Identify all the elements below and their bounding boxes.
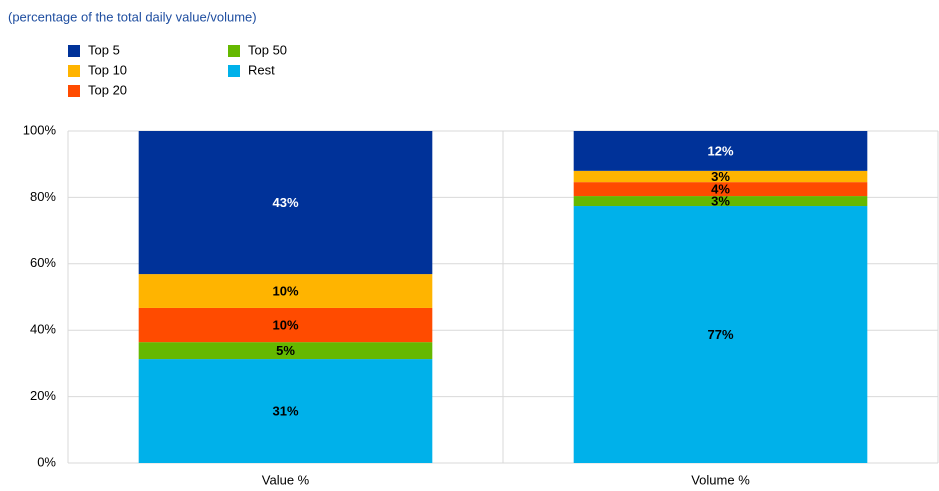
legend-swatch: [68, 45, 80, 57]
legend-label: Top 20: [88, 82, 127, 97]
value-label: 10%: [272, 283, 298, 298]
legend-label: Top 50: [248, 42, 287, 57]
y-tick-label: 20%: [30, 388, 56, 403]
y-tick-label: 100%: [23, 122, 57, 137]
value-label: 5%: [276, 343, 295, 358]
bar-segment: [138, 359, 433, 463]
bar-segment: [573, 131, 868, 171]
y-tick-label: 40%: [30, 322, 56, 337]
value-label: 43%: [272, 195, 298, 210]
bar-segment: [138, 274, 433, 308]
value-label: 3%: [711, 169, 730, 184]
value-label: 31%: [272, 403, 298, 418]
value-label: 77%: [707, 327, 733, 342]
legend-label: Top 10: [88, 62, 127, 77]
legend-label: Rest: [248, 62, 275, 77]
legend-swatch: [68, 85, 80, 97]
legend-swatch: [228, 45, 240, 57]
value-label: 4%: [711, 182, 730, 197]
chart-subtitle: (percentage of the total daily value/vol…: [8, 9, 257, 24]
bar-segment: [573, 206, 868, 464]
x-tick-label: Volume %: [691, 472, 750, 487]
y-tick-label: 60%: [30, 255, 56, 270]
bar-segment: [138, 342, 433, 360]
bar-segment: [573, 170, 868, 183]
value-label: 3%: [711, 193, 730, 208]
bar-segment: [573, 182, 868, 197]
bar-segment: [138, 307, 433, 343]
bar-segment: [573, 196, 868, 207]
y-tick-label: 80%: [30, 189, 56, 204]
bar-segment: [138, 131, 433, 275]
legend-label: Top 5: [88, 42, 120, 57]
value-label: 10%: [272, 317, 298, 332]
legend-swatch: [68, 65, 80, 77]
legend-swatch: [228, 65, 240, 77]
value-label: 12%: [707, 143, 733, 158]
y-tick-label: 0%: [37, 454, 56, 469]
x-tick-label: Value %: [262, 472, 310, 487]
